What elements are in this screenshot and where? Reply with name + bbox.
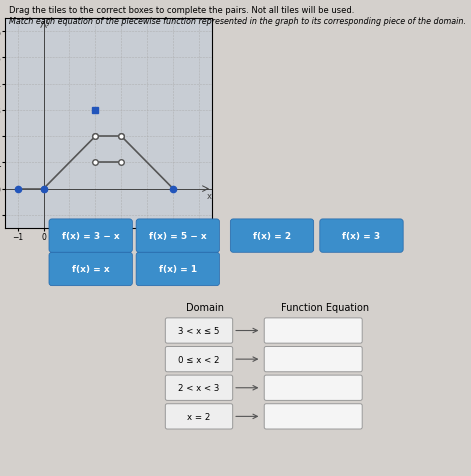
Text: 2 < x < 3: 2 < x < 3 <box>179 384 219 392</box>
Text: Domain: Domain <box>186 302 224 312</box>
Text: 3 < x ≤ 5: 3 < x ≤ 5 <box>178 327 220 335</box>
Text: Drag the tiles to the correct boxes to complete the pairs. Not all tiles will be: Drag the tiles to the correct boxes to c… <box>9 6 355 15</box>
Text: f(x) = 3 − x: f(x) = 3 − x <box>62 232 120 240</box>
Text: f(x) = x: f(x) = x <box>72 265 109 274</box>
Text: x = 2: x = 2 <box>187 412 211 421</box>
Text: Match each equation of the piecewise function represented in the graph to its co: Match each equation of the piecewise fun… <box>9 17 466 26</box>
Text: f(x) = 3: f(x) = 3 <box>342 232 381 240</box>
Text: 0 ≤ x < 2: 0 ≤ x < 2 <box>178 355 220 364</box>
Text: f(x) = 5 − x: f(x) = 5 − x <box>149 232 207 240</box>
Text: x: x <box>207 191 212 200</box>
Text: Function Equation: Function Equation <box>281 302 369 312</box>
Text: f(x) = 2: f(x) = 2 <box>253 232 291 240</box>
Text: y: y <box>46 17 51 26</box>
Text: f(x) = 1: f(x) = 1 <box>159 265 197 274</box>
